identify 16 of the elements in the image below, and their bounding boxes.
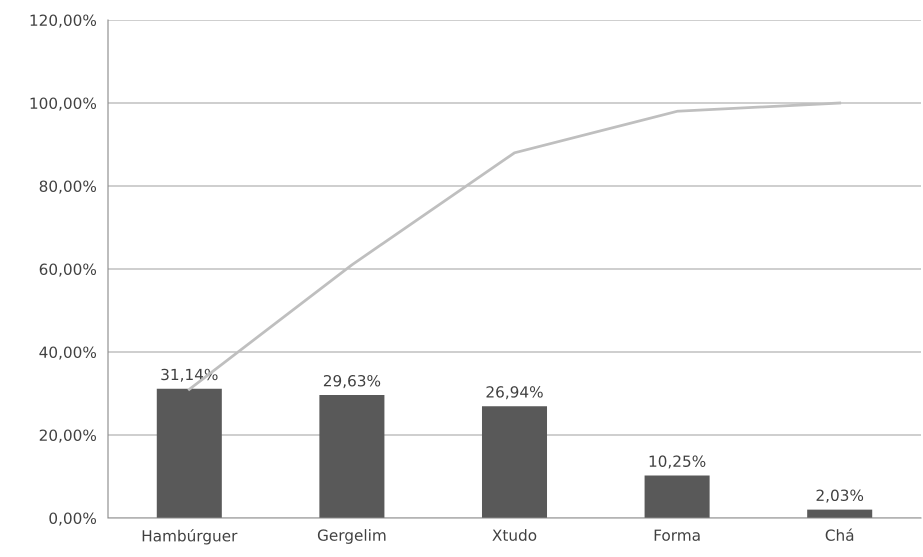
x-tick-label: Forma xyxy=(654,530,700,541)
x-tick-label: Gergelim xyxy=(318,529,386,544)
y-tick-label: 100,00% xyxy=(30,97,96,111)
y-tick-label: 20,00% xyxy=(40,429,96,443)
x-tick-label: Hambúrguer xyxy=(142,529,238,545)
y-tick-label: 120,00% xyxy=(30,14,96,28)
y-tick-label: 80,00% xyxy=(40,180,96,194)
x-tick-label: Chá xyxy=(826,528,854,541)
data-label: 2,03% xyxy=(816,490,864,503)
y-tick-label: 60,00% xyxy=(40,263,96,277)
data-label: 10,25% xyxy=(650,455,706,469)
y-tick-label: 40,00% xyxy=(39,346,96,360)
y-tick-label: 0,00% xyxy=(49,512,96,526)
data-label: 29,63% xyxy=(324,374,380,388)
x-tick-label: Xtudo xyxy=(492,529,536,541)
data-label: 26,94% xyxy=(486,386,543,400)
